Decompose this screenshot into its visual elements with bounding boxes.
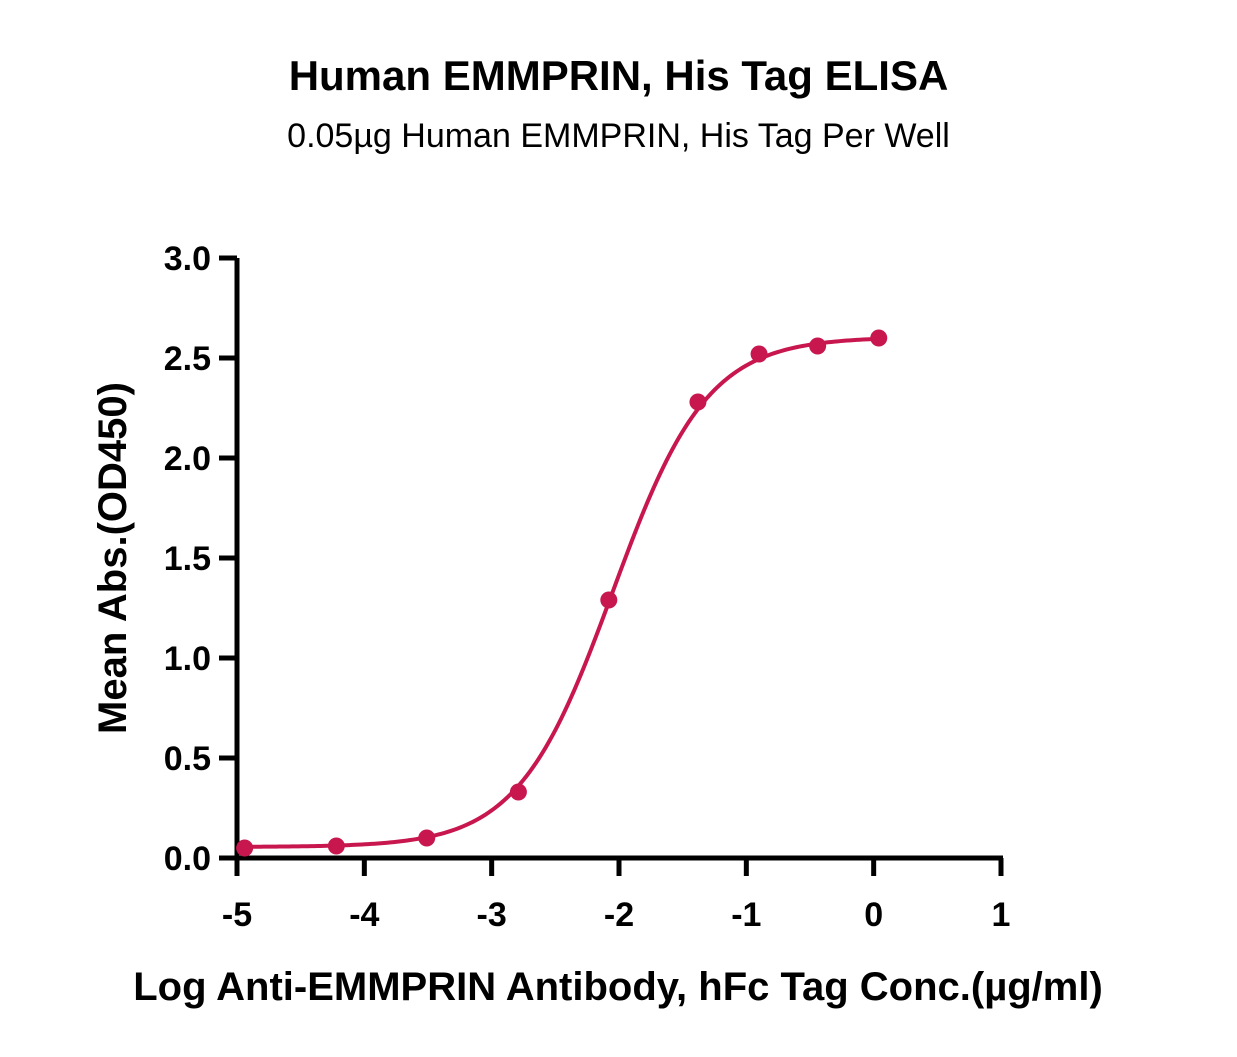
data-point	[600, 591, 618, 609]
data-points-layer	[236, 329, 888, 857]
x-tick-label: -5	[222, 896, 252, 934]
x-tick-label: 1	[992, 896, 1011, 934]
chart-title: Human EMMPRIN, His Tag ELISA	[288, 52, 949, 99]
y-tick-label: 1.0	[164, 640, 211, 678]
y-tick-label: 1.5	[164, 540, 211, 578]
data-point	[870, 329, 888, 347]
fit-curve	[244, 336, 879, 849]
y-tick-label: 0.0	[164, 840, 211, 878]
data-point	[418, 829, 436, 847]
x-tick-label: -2	[604, 896, 634, 934]
x-tick-label: -1	[731, 896, 761, 934]
y-axis-title: Mean Abs.(OD450)	[91, 382, 135, 734]
x-tick-label: -3	[477, 896, 507, 934]
x-axis-title: Log Anti-EMMPRIN Antibody, hFc Tag Conc.…	[133, 965, 1103, 1009]
y-tick-label: 3.0	[164, 240, 211, 278]
y-tick-label: 2.0	[164, 440, 211, 478]
axes: 0.0 0.5 1.0 1.5 2.0 2.5 3.0 -5 -4 -3 -2 -1 0 1	[164, 240, 1011, 934]
fit-curve-layer	[244, 336, 879, 849]
data-point	[689, 393, 707, 411]
x-tick-label: 0	[864, 896, 883, 934]
y-tick-label: 2.5	[164, 340, 211, 378]
x-tick-label: -4	[349, 896, 379, 934]
y-tick-label: 0.5	[164, 740, 211, 778]
data-point	[509, 783, 527, 801]
data-point	[236, 839, 254, 857]
data-point	[809, 337, 827, 355]
chart-subtitle: 0.05µg Human EMMPRIN, His Tag Per Well	[287, 117, 950, 155]
data-point	[750, 345, 768, 363]
data-point	[327, 837, 345, 855]
